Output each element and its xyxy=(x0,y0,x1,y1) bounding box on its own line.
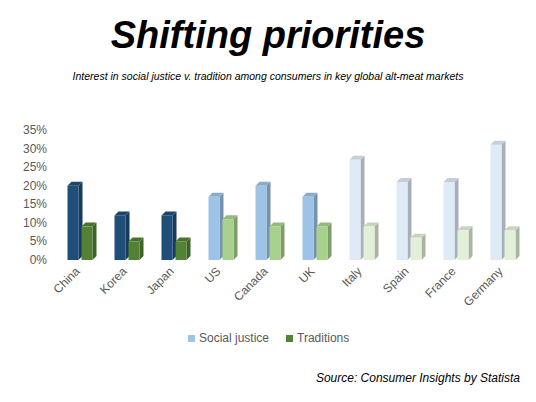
bar-top xyxy=(364,223,379,227)
bar xyxy=(209,197,220,260)
y-tick-label: 20% xyxy=(23,179,47,193)
bar-top xyxy=(444,178,459,182)
bar xyxy=(223,219,234,260)
bar-top xyxy=(256,182,271,186)
tick-mark xyxy=(51,185,54,186)
bar-top xyxy=(162,211,177,215)
y-tick-label: 35% xyxy=(23,123,47,137)
bar-top xyxy=(491,141,506,145)
bar xyxy=(176,241,187,260)
bar-top xyxy=(350,156,365,160)
bar-top xyxy=(317,223,332,227)
tick-mark xyxy=(51,204,54,205)
bar xyxy=(444,182,455,260)
y-tick-label: 30% xyxy=(23,142,47,156)
bar-top xyxy=(68,182,83,186)
title: Shifting priorities xyxy=(111,14,426,56)
bar xyxy=(82,227,93,260)
x-tick-label: Spain xyxy=(380,264,412,296)
x-tick-label: US xyxy=(202,264,224,286)
bar xyxy=(397,182,408,260)
x-tick-label: Japan xyxy=(144,264,177,297)
bar xyxy=(303,197,314,260)
y-tick-label: 5% xyxy=(30,234,48,248)
bar xyxy=(458,230,469,260)
x-tick-label: China xyxy=(51,264,83,296)
legend-swatch xyxy=(286,335,293,342)
bar xyxy=(162,215,173,260)
bar xyxy=(350,160,361,260)
legend: Social justice Traditions xyxy=(188,331,349,345)
tick-mark xyxy=(51,222,54,223)
tick-mark xyxy=(51,260,54,261)
bar xyxy=(491,145,502,260)
bar xyxy=(256,186,267,260)
bar-side xyxy=(234,215,238,260)
x-tick-label: France xyxy=(422,264,459,301)
bar xyxy=(270,227,281,260)
bar-top xyxy=(176,237,191,241)
bar xyxy=(115,215,126,260)
bar-top xyxy=(129,237,144,241)
tick-mark xyxy=(51,130,54,131)
bar-top xyxy=(223,215,238,219)
legend-label: Traditions xyxy=(297,331,349,345)
bar xyxy=(364,227,375,260)
bar-top xyxy=(115,211,130,215)
bar-top xyxy=(411,234,426,238)
tick-mark xyxy=(51,241,54,242)
bar xyxy=(317,227,328,260)
bar-top xyxy=(303,193,318,197)
tick-mark xyxy=(51,148,54,149)
y-tick-label: 25% xyxy=(23,160,47,174)
bar xyxy=(411,238,422,260)
y-tick-label: 0% xyxy=(30,253,48,267)
bars xyxy=(68,141,520,260)
bar xyxy=(68,186,79,260)
bar-side xyxy=(281,223,285,260)
bar-side xyxy=(375,223,379,260)
bar-top xyxy=(270,223,285,227)
bar-side xyxy=(469,226,473,260)
bar-top xyxy=(82,223,97,227)
bar-side xyxy=(422,234,426,260)
bar-side xyxy=(93,223,97,260)
x-tick-label: UK xyxy=(296,264,318,286)
bar-top xyxy=(397,178,412,182)
bar-top xyxy=(458,226,473,230)
source: Source: Consumer Insights by Statista xyxy=(316,371,520,385)
tick-mark xyxy=(51,167,54,168)
subtitle: Interest in social justice v. tradition … xyxy=(73,70,465,82)
legend-swatch xyxy=(188,335,195,342)
bar xyxy=(505,230,516,260)
y-tick-label: 10% xyxy=(23,216,47,230)
legend-label: Social justice xyxy=(199,331,269,345)
y-tick-label: 15% xyxy=(23,197,47,211)
x-tick-label: Canada xyxy=(231,264,271,304)
bar-top xyxy=(505,226,520,230)
bar-side xyxy=(516,226,520,260)
x-tick-label: Germany xyxy=(461,264,506,309)
bar-top xyxy=(209,193,224,197)
chart: Shifting priorities Interest in social ju… xyxy=(0,0,536,402)
x-tick-label: Italy xyxy=(339,264,364,289)
bar xyxy=(129,241,140,260)
bar-side xyxy=(328,223,332,260)
x-tick-label: Korea xyxy=(97,264,130,297)
